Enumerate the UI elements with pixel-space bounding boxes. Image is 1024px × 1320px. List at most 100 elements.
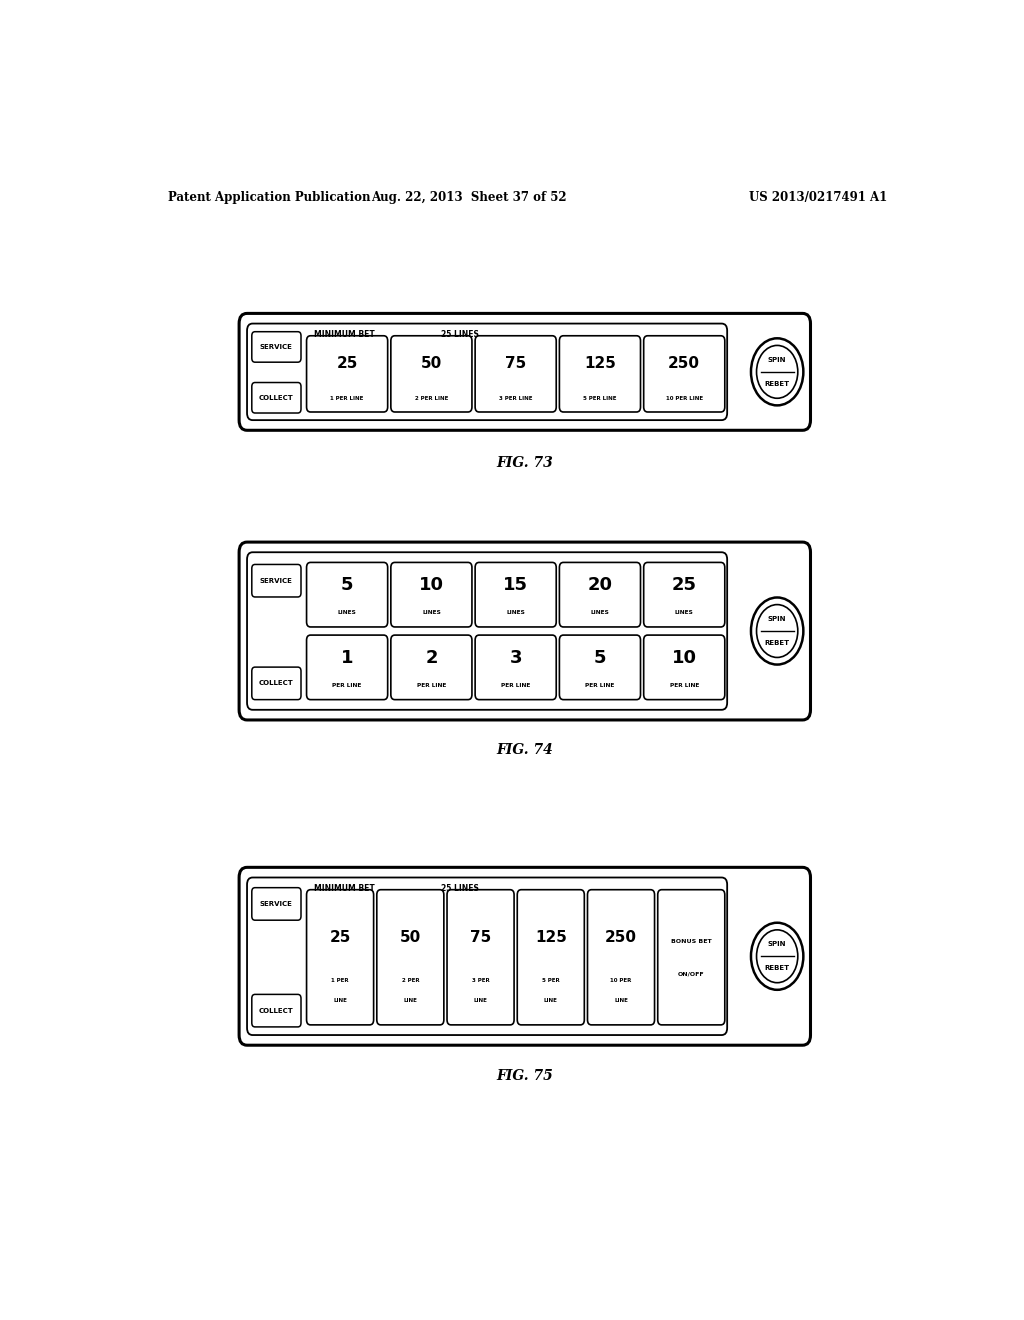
FancyBboxPatch shape [306,635,388,700]
Text: SERVICE: SERVICE [260,578,293,583]
Text: COLLECT: COLLECT [259,1007,294,1014]
FancyBboxPatch shape [657,890,725,1024]
FancyBboxPatch shape [559,562,640,627]
Text: 50: 50 [421,356,442,371]
FancyBboxPatch shape [377,890,443,1024]
FancyBboxPatch shape [306,335,388,412]
FancyBboxPatch shape [391,335,472,412]
FancyBboxPatch shape [252,667,301,700]
Text: ON/OFF: ON/OFF [678,972,705,975]
Text: SPIN: SPIN [768,616,786,622]
Text: 5 PER LINE: 5 PER LINE [584,396,616,401]
Text: 10: 10 [672,648,696,667]
Text: 5: 5 [594,648,606,667]
Text: 5: 5 [341,576,353,594]
Text: 2 PER LINE: 2 PER LINE [415,396,449,401]
FancyBboxPatch shape [306,562,388,627]
Text: REBET: REBET [765,640,790,645]
Text: US 2013/0217491 A1: US 2013/0217491 A1 [750,190,888,203]
FancyBboxPatch shape [475,635,556,700]
FancyBboxPatch shape [240,313,811,430]
FancyBboxPatch shape [252,994,301,1027]
Text: REBET: REBET [765,965,790,972]
Text: 2: 2 [425,648,437,667]
FancyBboxPatch shape [247,878,727,1035]
FancyBboxPatch shape [644,635,725,700]
Text: 75: 75 [505,356,526,371]
FancyBboxPatch shape [247,552,727,710]
FancyBboxPatch shape [252,383,301,413]
Text: SPIN: SPIN [768,941,786,948]
Text: 3 PER: 3 PER [472,978,489,983]
Text: PER LINE: PER LINE [670,682,699,688]
Text: PER LINE: PER LINE [501,682,530,688]
Circle shape [757,929,798,982]
FancyBboxPatch shape [559,635,640,700]
Text: COLLECT: COLLECT [259,680,294,686]
FancyBboxPatch shape [517,890,585,1024]
Text: FIG. 73: FIG. 73 [497,455,553,470]
Text: 125: 125 [535,929,566,945]
Text: 25 LINES: 25 LINES [441,883,479,892]
Text: PER LINE: PER LINE [586,682,614,688]
Text: 3 PER LINE: 3 PER LINE [499,396,532,401]
Text: 10 PER LINE: 10 PER LINE [666,396,702,401]
FancyBboxPatch shape [475,562,556,627]
Text: SERVICE: SERVICE [260,345,293,350]
Text: 125: 125 [584,356,615,371]
Text: LINE: LINE [614,998,628,1003]
Text: 25 LINES: 25 LINES [441,330,479,339]
Text: 50: 50 [399,929,421,945]
FancyBboxPatch shape [475,335,556,412]
Text: 1 PER: 1 PER [332,978,349,983]
Circle shape [757,346,798,399]
Text: FIG. 74: FIG. 74 [497,743,553,758]
Text: 5 PER: 5 PER [542,978,560,983]
Text: 10 PER: 10 PER [610,978,632,983]
FancyBboxPatch shape [252,565,301,597]
Text: Patent Application Publication: Patent Application Publication [168,190,371,203]
Text: Aug. 22, 2013  Sheet 37 of 52: Aug. 22, 2013 Sheet 37 of 52 [372,190,567,203]
FancyBboxPatch shape [306,890,374,1024]
Text: LINES: LINES [422,610,440,615]
FancyBboxPatch shape [559,335,640,412]
Text: LINE: LINE [333,998,347,1003]
FancyBboxPatch shape [247,323,727,420]
Text: 20: 20 [588,576,612,594]
Text: COLLECT: COLLECT [259,395,294,401]
FancyBboxPatch shape [240,543,811,719]
FancyBboxPatch shape [391,635,472,700]
FancyBboxPatch shape [240,867,811,1045]
Text: 15: 15 [503,576,528,594]
FancyBboxPatch shape [644,562,725,627]
Circle shape [757,605,798,657]
Text: LINES: LINES [506,610,525,615]
Text: 1: 1 [341,648,353,667]
Text: LINES: LINES [591,610,609,615]
FancyBboxPatch shape [252,331,301,362]
FancyBboxPatch shape [447,890,514,1024]
FancyBboxPatch shape [644,335,725,412]
Text: 250: 250 [605,929,637,945]
Text: 25: 25 [337,356,357,371]
FancyBboxPatch shape [252,887,301,920]
Text: 2 PER: 2 PER [401,978,419,983]
Text: LINES: LINES [675,610,693,615]
Text: 3: 3 [509,648,522,667]
Text: PER LINE: PER LINE [333,682,361,688]
Text: LINES: LINES [338,610,356,615]
Text: 75: 75 [470,929,492,945]
Circle shape [751,598,804,664]
Text: LINE: LINE [474,998,487,1003]
Circle shape [751,338,804,405]
Text: PER LINE: PER LINE [417,682,446,688]
Text: SPIN: SPIN [768,356,786,363]
Circle shape [751,923,804,990]
Text: 25: 25 [672,576,696,594]
Text: 10: 10 [419,576,443,594]
Text: REBET: REBET [765,380,790,387]
Text: 250: 250 [669,356,700,371]
Text: 1 PER LINE: 1 PER LINE [331,396,364,401]
FancyBboxPatch shape [588,890,654,1024]
Text: LINE: LINE [544,998,558,1003]
